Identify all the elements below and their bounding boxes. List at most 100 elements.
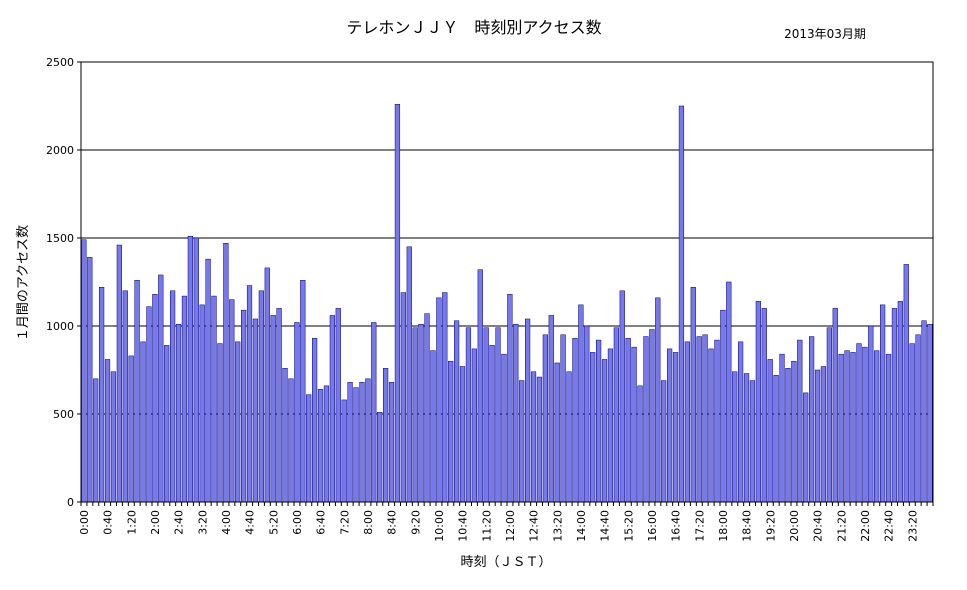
bar [880, 304, 886, 503]
x-axis: 0:00 0:40 1:20 2:00 2:40 3:20 4:00 4:40 5:20 6:00… [78, 502, 934, 542]
x-tick-label: 18:40 [741, 510, 754, 542]
x-tick-label: 1:20 [125, 510, 138, 535]
bar [104, 359, 111, 503]
bar [282, 367, 288, 503]
bar [838, 353, 844, 503]
x-tick-label: 15:20 [622, 510, 635, 542]
bar [430, 350, 436, 503]
bar [637, 385, 643, 503]
bar [814, 369, 821, 503]
x-tick-label: 12:00 [504, 510, 517, 542]
bar [590, 352, 596, 503]
x-tick-label: 14:00 [575, 510, 588, 542]
bar [868, 325, 874, 503]
bar [365, 378, 371, 503]
bar [140, 341, 146, 503]
bar [436, 297, 442, 503]
x-tick-label: 14:40 [599, 510, 612, 542]
x-tick-label: 16:00 [646, 510, 659, 542]
bar [454, 320, 460, 503]
bar [820, 366, 827, 503]
x-tick-label: 19:20 [764, 510, 777, 542]
bar [306, 394, 312, 503]
bar [548, 315, 554, 503]
bar [803, 392, 809, 503]
bar [471, 348, 477, 503]
bar [193, 237, 199, 503]
bar [229, 299, 235, 503]
bar [596, 339, 602, 503]
y-tick-label: 1500 [46, 232, 74, 245]
bar [797, 339, 803, 503]
bar [625, 338, 631, 503]
x-tick-label: 2:40 [173, 510, 186, 535]
x-tick-label: 10:00 [433, 510, 446, 542]
bar [99, 287, 105, 503]
bar [418, 323, 424, 503]
bar [927, 323, 933, 503]
bar [690, 287, 696, 503]
bar [252, 318, 259, 503]
bar [507, 294, 513, 503]
bar [572, 338, 578, 503]
x-tick-label: 3:20 [196, 510, 209, 535]
bar [264, 267, 270, 503]
bar [152, 294, 158, 503]
bar [341, 399, 347, 503]
bar [483, 327, 489, 503]
x-tick-label: 2:00 [149, 510, 162, 535]
bar [554, 362, 560, 503]
bar [495, 327, 501, 503]
bar [134, 279, 140, 503]
bar [779, 353, 785, 503]
bar [217, 343, 223, 503]
bar [241, 309, 247, 503]
bar [199, 304, 205, 503]
bar [921, 320, 927, 503]
x-tick-label: 17:20 [693, 510, 706, 542]
bar [832, 308, 838, 503]
bar [211, 295, 217, 503]
bar [187, 235, 193, 503]
bar [525, 318, 531, 503]
bar [205, 258, 211, 503]
bar [826, 327, 832, 503]
bar [655, 297, 661, 503]
bar [276, 308, 282, 503]
grid-lines [81, 149, 933, 415]
bar [560, 334, 566, 503]
bar [175, 323, 182, 503]
bar [607, 348, 614, 503]
bar [891, 308, 898, 503]
bar [146, 306, 152, 503]
bar [732, 371, 738, 503]
bar [323, 385, 330, 503]
bar [909, 343, 915, 503]
bar [258, 290, 264, 503]
bar [903, 264, 909, 503]
bar [708, 348, 714, 503]
x-tick-label: 13:20 [551, 510, 564, 542]
bar [235, 341, 241, 503]
bar [619, 290, 625, 503]
x-tick-label: 16:40 [670, 510, 683, 542]
y-tick-label: 2000 [46, 144, 74, 157]
x-tick-label: 6:00 [291, 510, 304, 535]
y-axis-label: １月間のアクセス数 [16, 225, 31, 341]
bar [371, 322, 377, 503]
bar [862, 346, 868, 503]
x-tick-label: 0:40 [102, 510, 115, 535]
x-tick-label: 21:20 [835, 510, 848, 542]
bar [300, 279, 306, 503]
bar [116, 244, 122, 503]
x-tick-label: 10:40 [457, 510, 470, 542]
bar [489, 345, 495, 503]
bar [110, 371, 117, 503]
bar [335, 308, 341, 503]
bar [661, 380, 667, 503]
bar [897, 301, 903, 503]
bar [720, 309, 726, 503]
bar [294, 322, 300, 503]
bar [288, 378, 294, 503]
x-tick-label: 4:40 [244, 510, 257, 535]
